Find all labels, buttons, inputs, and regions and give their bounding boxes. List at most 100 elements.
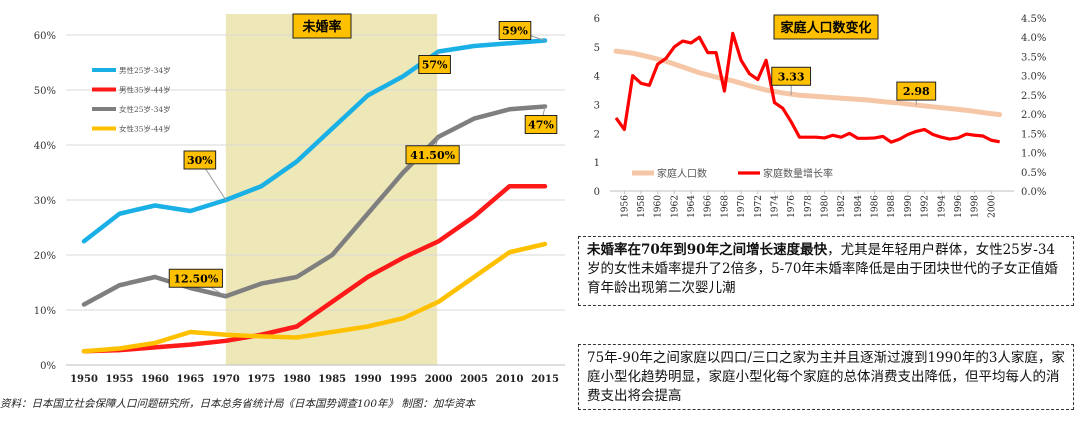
y-tick-label: 40%	[34, 141, 56, 152]
x-tick-label: 1998	[971, 195, 981, 218]
unmarried-rate-chart: 0% 10% 20% 30% 40% 50% 60% 1950 1955 1960 1965 1970…	[34, 13, 565, 385]
legend-label-0: 男性25岁-34岁	[119, 65, 171, 75]
chart-title-box	[773, 14, 879, 40]
y-right-tick-label: 1.5%	[1021, 129, 1046, 140]
chart-title: 未婚率	[301, 19, 341, 35]
x-tick-label: 1960	[654, 195, 664, 218]
x-tick-label: 1994	[937, 195, 947, 218]
annotation-label-box	[183, 150, 217, 170]
y-left-tick-label: 4	[594, 72, 600, 83]
x-tick-label: 2015	[531, 374, 559, 385]
x-tick-label: 1970	[212, 374, 240, 385]
x-tick-label: 1990	[904, 195, 914, 218]
x-tick-label: 1964	[687, 195, 697, 218]
y-right-tick-label: 4.0%	[1021, 33, 1046, 44]
note-household-trend: 75年-90年之间家庭以四口/三口之家为主并且逐渐过渡到1990年的3人家庭，家…	[578, 344, 1074, 410]
y-left-tick-label: 6	[594, 14, 600, 25]
source-note: 资料：日本国立社会保障人口问题研究所，日本总务省统计局《日本国势调查100年》 …	[0, 398, 475, 410]
legend-label-1: 家庭数量增长率	[763, 167, 833, 180]
x-tick-label: 1958	[637, 195, 647, 218]
y-left-tick-label: 3	[594, 101, 600, 112]
y-right-tick-label: 3.5%	[1021, 52, 1046, 63]
annotation-label-box	[524, 115, 558, 134]
x-tick-label: 1956	[620, 195, 630, 218]
y-right-tick-label: 3.0%	[1021, 72, 1046, 83]
annotation-label: 41.50%	[410, 149, 455, 162]
annotation-label: 59%	[502, 25, 528, 38]
annotation-label: 2.98	[903, 85, 930, 98]
x-tick-label: 1986	[871, 195, 881, 218]
series-line-3	[81, 241, 548, 354]
y-left-tick-label: 0	[594, 187, 600, 198]
series-line-1	[81, 184, 548, 354]
x-tick-label: 1996	[954, 195, 964, 218]
y-left-tick-label: 2	[594, 129, 600, 140]
annotation-label: 47%	[528, 119, 554, 132]
x-tick-label: 1974	[770, 195, 780, 218]
annotation-label-box	[896, 81, 937, 101]
y-left-tick-label: 5	[594, 43, 600, 54]
x-tick-label: 1984	[854, 195, 864, 218]
x-tick-label: 2005	[460, 374, 488, 385]
y-right-tick-label: 2.0%	[1021, 110, 1046, 121]
annotation-label-box	[168, 268, 223, 288]
x-tick-label: 1990	[354, 374, 382, 385]
x-tick-label: 1965	[176, 374, 204, 385]
y-right-tick-label: 4.5%	[1021, 14, 1046, 25]
series-line-0	[81, 38, 548, 244]
x-tick-label: 1970	[737, 195, 747, 218]
annotation-label-box	[771, 66, 812, 86]
x-tick-label: 1966	[704, 195, 714, 218]
x-tick-label: 1982	[837, 195, 847, 218]
x-tick-label: 1980	[283, 374, 311, 385]
y-tick-label: 30%	[34, 196, 56, 207]
annotation-label-box	[405, 145, 460, 165]
series-line-household-growth	[614, 31, 1000, 144]
series-line-household-size	[613, 48, 1003, 118]
annotation-label-box	[498, 21, 532, 40]
x-tick-label: 1976	[787, 195, 797, 218]
annotation-label: 12.50%	[173, 272, 218, 285]
highlight-band	[225, 14, 438, 365]
household-size-chart: 0 1 2 3 4 5 6 0.0% 0.5% 1.0% 1.5% 2.0% 2.5% 3.0% 3.5% 4…	[594, 14, 1047, 218]
annotation-label-box	[418, 55, 451, 74]
legend-label-2: 女性25岁-34岁	[119, 104, 171, 114]
note-unmarried-text: ，尤其是年轻用户群体，女性25岁-34岁的女性未婚率提升了2倍多，5-70年未婚…	[587, 242, 1058, 296]
y-left-tick-label: 1	[594, 158, 600, 169]
y-tick-label: 0%	[40, 361, 56, 372]
y-tick-label: 20%	[34, 251, 56, 262]
y-right-tick-label: 0.5%	[1021, 168, 1046, 179]
x-tick-label: 1950	[70, 374, 98, 385]
x-tick-label: 1962	[670, 195, 680, 218]
note-household-text: 75年-90年之间家庭以四口/三口之家为主并且逐渐过渡到1990年的3人家庭，家…	[587, 350, 1065, 404]
y-right-tick-label: 2.5%	[1021, 91, 1046, 102]
x-tick-label: 1992	[921, 195, 931, 218]
chart-title: 家庭人口数变化	[780, 20, 871, 36]
legend-label-0: 家庭人口数	[657, 167, 707, 180]
annotation-label: 3.33	[778, 70, 805, 83]
y-tick-label: 60%	[34, 31, 56, 42]
x-tick-label: 1988	[887, 195, 897, 218]
y-right-tick-label: 1.0%	[1021, 149, 1046, 160]
x-tick-label: 2000	[425, 374, 453, 385]
x-tick-label: 1955	[106, 374, 134, 385]
y-tick-label: 50%	[34, 86, 56, 97]
annotation-label: 57%	[422, 59, 448, 72]
x-tick-label: 1960	[141, 374, 169, 385]
chart-title-box	[292, 13, 352, 39]
y-tick-label: 10%	[34, 306, 56, 317]
legend-label-3: 女性35岁-44岁	[119, 124, 171, 134]
x-tick-label: 2000	[987, 195, 997, 218]
x-tick-label: 1978	[804, 195, 814, 218]
x-tick-label: 2010	[496, 374, 524, 385]
legend-label-1: 男性35岁-44岁	[119, 85, 171, 95]
x-tick-label: 1980	[821, 195, 831, 218]
annotation-label: 30%	[187, 154, 213, 167]
x-tick-label: 1972	[754, 195, 764, 218]
x-tick-label: 1995	[389, 374, 417, 385]
y-right-tick-label: 0.0%	[1021, 187, 1046, 198]
x-tick-label: 1975	[247, 374, 275, 385]
note-unmarried-trend: 未婚率在70年到90年之间增长速度最快，尤其是年轻用户群体，女性25岁-34岁的…	[578, 236, 1074, 306]
series-line-2	[81, 104, 548, 307]
x-tick-label: 1985	[318, 374, 346, 385]
